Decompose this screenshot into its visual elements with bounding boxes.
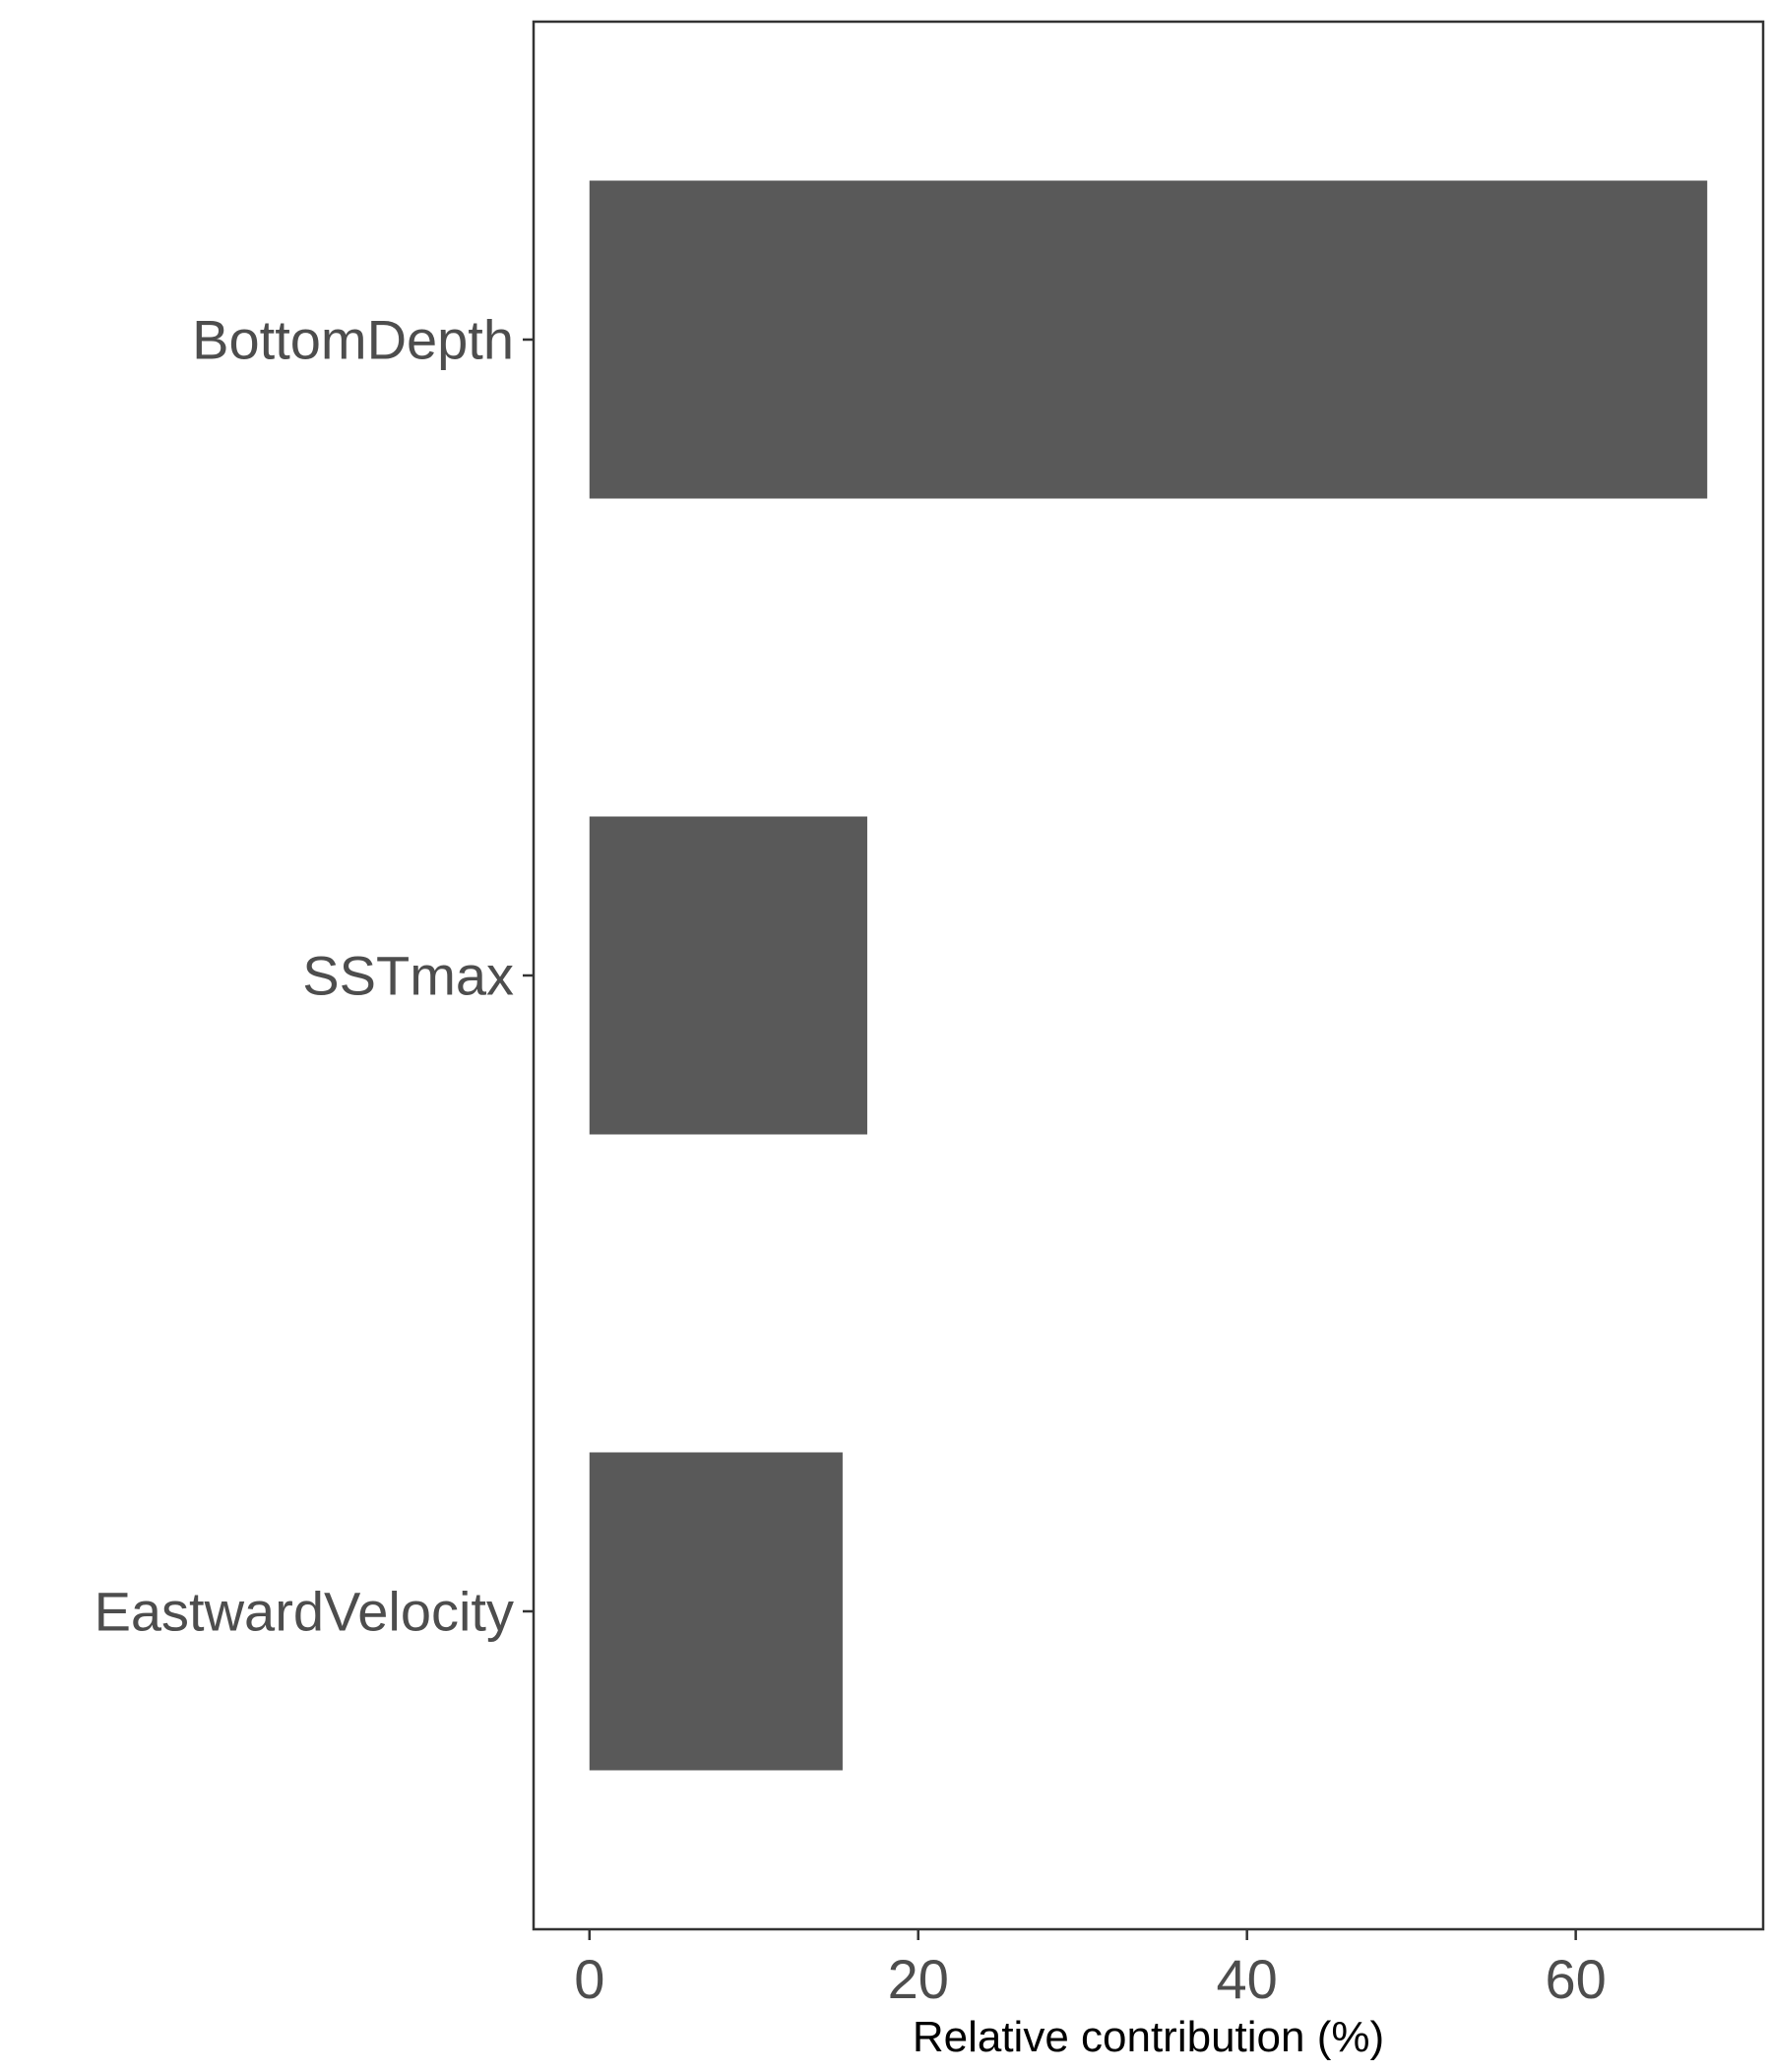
x-tick-label: 20 <box>888 1948 949 2010</box>
x-tick-label: 0 <box>574 1948 604 2010</box>
bars-layer <box>589 180 1708 1771</box>
y-tick-label: SSTmax <box>302 945 514 1007</box>
x-tick-label: 40 <box>1217 1948 1278 2010</box>
bar-sstmax <box>589 816 867 1135</box>
x-tick-label: 60 <box>1545 1948 1606 2010</box>
x-axis: 0 20 40 60 <box>574 1929 1607 2010</box>
y-axis: BottomDepth SSTmax EastwardVelocity <box>95 309 534 1643</box>
bar-bottomdepth <box>589 180 1708 499</box>
x-axis-title: Relative contribution (%) <box>913 2013 1384 2061</box>
bar-eastwardvelocity <box>589 1452 843 1771</box>
y-tick-label: BottomDepth <box>192 309 514 371</box>
y-tick-label: EastwardVelocity <box>95 1581 514 1643</box>
